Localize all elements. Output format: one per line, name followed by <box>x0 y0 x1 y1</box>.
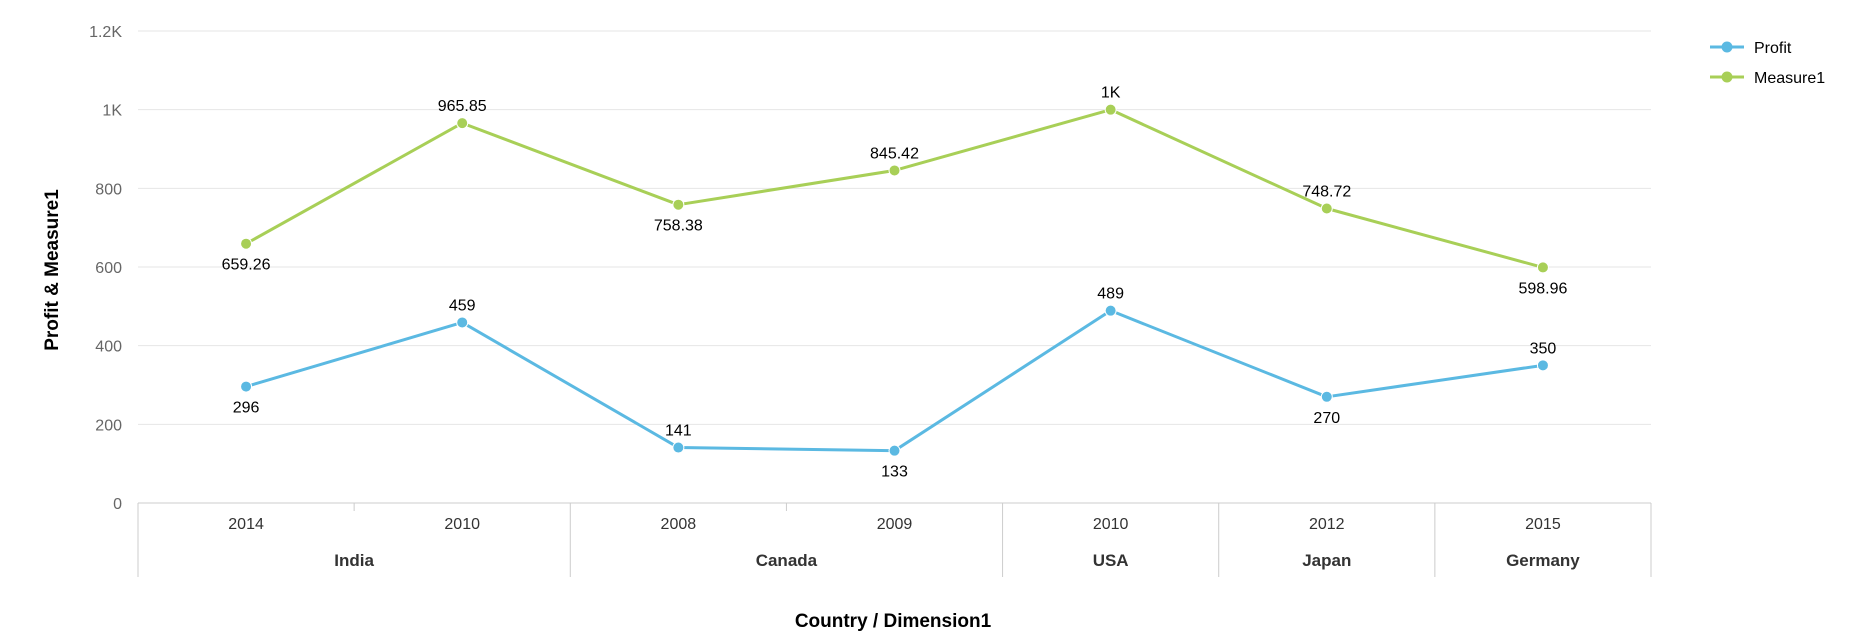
series-profit: 296 459 141 133 489 270 350 <box>233 286 1557 481</box>
x-tick-label: 2010 <box>1093 516 1129 533</box>
x-axis-title: Country / Dimension1 <box>795 611 992 632</box>
legend-label: Profit <box>1754 40 1792 57</box>
data-label: 659.26 <box>222 257 271 274</box>
data-point[interactable] <box>1320 202 1333 215</box>
data-point[interactable] <box>240 380 253 393</box>
data-point[interactable] <box>888 164 901 177</box>
data-label: 965.85 <box>438 98 487 115</box>
data-label: 459 <box>449 297 476 314</box>
x-tick-label: 2015 <box>1525 516 1561 533</box>
data-point[interactable] <box>672 441 685 454</box>
legend-item-profit[interactable]: Profit <box>1710 40 1792 57</box>
data-point[interactable] <box>1104 103 1117 116</box>
data-label: 845.42 <box>870 145 919 162</box>
data-label: 133 <box>881 464 908 481</box>
data-point[interactable] <box>456 117 469 130</box>
data-point[interactable] <box>1536 261 1549 274</box>
data-label: 141 <box>665 423 692 440</box>
data-point[interactable] <box>240 237 253 250</box>
y-axis: 0 200 400 600 800 1K 1.2K <box>89 24 122 513</box>
y-tick-label: 0 <box>113 496 122 513</box>
data-point[interactable] <box>456 316 469 329</box>
y-tick-label: 800 <box>95 181 122 198</box>
data-label: 598.96 <box>1518 280 1567 297</box>
data-point[interactable] <box>672 198 685 211</box>
y-axis-title: Profit & Measure1 <box>42 189 63 351</box>
y-tick-label: 600 <box>95 260 122 277</box>
y-tick-label: 1K <box>102 103 122 120</box>
x-group-label: Japan <box>1302 551 1351 570</box>
y-tick-label: 400 <box>95 339 122 356</box>
legend-marker <box>1721 71 1733 83</box>
y-tick-label: 200 <box>95 417 122 434</box>
series: 296 459 141 133 489 270 350 659.26 965.85 758.38 8… <box>222 85 1568 481</box>
grid <box>138 30 1651 425</box>
x-tick-label: 2009 <box>877 516 913 533</box>
y-tick-label: 1.2K <box>89 24 122 41</box>
data-label: 748.72 <box>1302 184 1351 201</box>
x-tick-label: 2008 <box>661 516 697 533</box>
data-label: 270 <box>1313 410 1340 427</box>
legend-item-measure1[interactable]: Measure1 <box>1710 70 1825 87</box>
x-tick-label: 2014 <box>228 516 264 533</box>
series-line <box>245 309 1544 453</box>
data-label: 758.38 <box>654 218 703 235</box>
series-measure1: 659.26 965.85 758.38 845.42 1K 748.72 598.96 <box>222 85 1568 298</box>
data-label: 1K <box>1101 85 1121 102</box>
x-group-label: Canada <box>756 551 818 570</box>
data-label: 296 <box>233 400 260 417</box>
x-tick-label: 2010 <box>444 516 480 533</box>
legend-label: Measure1 <box>1754 70 1825 87</box>
legend-marker <box>1721 41 1733 53</box>
data-point[interactable] <box>888 444 901 457</box>
data-point[interactable] <box>1536 359 1549 372</box>
x-tick-label: 2012 <box>1309 516 1345 533</box>
legend: Profit Measure1 <box>1710 40 1825 87</box>
x-group-label: India <box>334 551 374 570</box>
x-axis: 2014 2010 2008 2009 2010 2012 2015 India Canada U… <box>137 502 1652 577</box>
data-label: 489 <box>1097 286 1124 303</box>
x-group-label: Germany <box>1506 551 1580 570</box>
data-point[interactable] <box>1104 304 1117 317</box>
data-point[interactable] <box>1320 390 1333 403</box>
data-label: 350 <box>1530 340 1557 357</box>
x-group-label: USA <box>1093 551 1129 570</box>
